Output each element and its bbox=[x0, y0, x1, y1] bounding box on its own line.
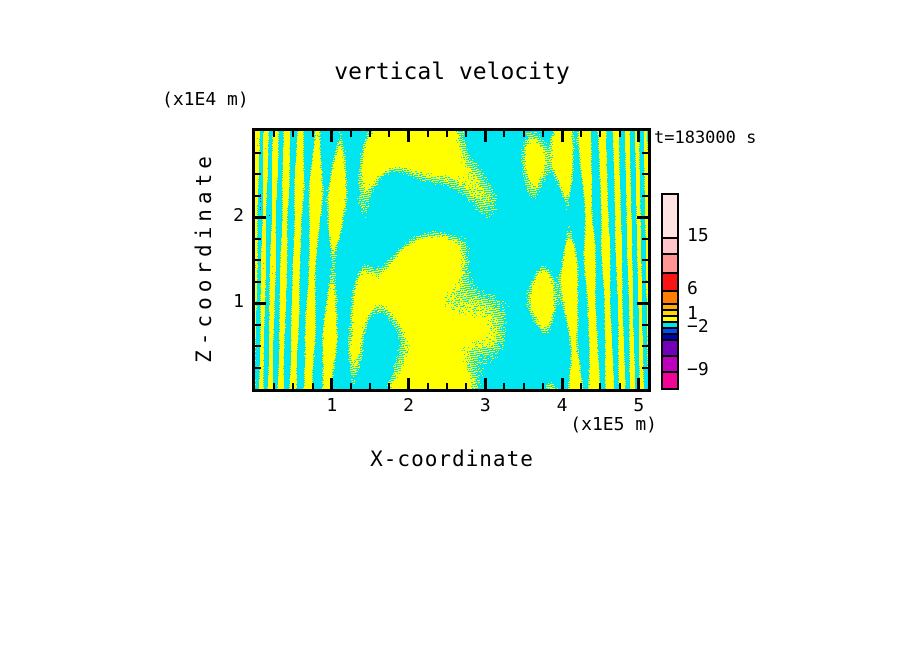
z-axis-unit-label: (x1E4 m) bbox=[162, 89, 249, 110]
x-minor-tick bbox=[292, 383, 295, 389]
z-minor-tick bbox=[642, 280, 648, 283]
x-minor-tick bbox=[273, 131, 276, 137]
z-minor-tick bbox=[642, 194, 648, 197]
colorbar-segment bbox=[663, 195, 677, 237]
colorbar-level-label: 1 bbox=[687, 303, 698, 324]
x-minor-tick bbox=[541, 383, 544, 389]
colorbar-segment bbox=[663, 309, 677, 315]
x-minor-tick bbox=[273, 383, 276, 389]
z-minor-tick bbox=[255, 280, 261, 283]
x-major-tick bbox=[407, 131, 411, 142]
x-minor-tick bbox=[599, 383, 602, 389]
z-axis-label: Z-coordinate bbox=[192, 151, 216, 363]
colorbar-segment bbox=[663, 371, 677, 388]
x-minor-tick bbox=[445, 131, 448, 137]
x-minor-tick bbox=[311, 383, 314, 389]
velocity-field-canvas bbox=[255, 131, 648, 389]
colorbar-segment bbox=[663, 355, 677, 371]
z-major-tick bbox=[255, 301, 266, 305]
x-minor-tick bbox=[580, 131, 583, 137]
z-minor-tick bbox=[255, 173, 261, 175]
x-minor-tick bbox=[522, 383, 525, 389]
colorbar-segment bbox=[663, 321, 677, 327]
x-tick-label: 4 bbox=[556, 395, 568, 416]
x-minor-tick bbox=[388, 383, 391, 389]
z-minor-tick bbox=[642, 173, 648, 175]
z-minor-tick bbox=[255, 366, 261, 369]
x-minor-tick bbox=[503, 131, 506, 137]
colorbar-segment bbox=[663, 303, 677, 309]
x-minor-tick bbox=[349, 131, 352, 137]
x-minor-tick bbox=[426, 383, 429, 389]
x-major-tick bbox=[330, 131, 334, 142]
x-minor-tick bbox=[503, 383, 506, 389]
x-major-tick bbox=[407, 378, 411, 389]
x-minor-tick bbox=[541, 131, 544, 137]
x-minor-tick bbox=[369, 383, 372, 389]
z-minor-tick bbox=[255, 323, 261, 326]
x-tick-label: 1 bbox=[326, 395, 338, 416]
x-minor-tick bbox=[599, 131, 602, 137]
colorbar-segment bbox=[663, 272, 677, 290]
z-major-tick bbox=[255, 215, 266, 219]
z-minor-tick bbox=[642, 345, 648, 347]
z-tick-label: 1 bbox=[233, 291, 244, 312]
x-major-tick bbox=[483, 378, 487, 389]
plot-area bbox=[252, 128, 651, 392]
x-minor-tick bbox=[580, 383, 583, 389]
z-major-tick bbox=[637, 301, 648, 305]
z-major-tick bbox=[637, 215, 648, 219]
x-minor-tick bbox=[349, 383, 352, 389]
x-minor-tick bbox=[522, 131, 525, 137]
colorbar bbox=[661, 193, 679, 390]
x-minor-tick bbox=[465, 131, 468, 137]
x-major-tick bbox=[560, 378, 564, 389]
z-minor-tick bbox=[642, 259, 648, 261]
colorbar-segment bbox=[663, 333, 677, 339]
colorbar-segment bbox=[663, 253, 677, 272]
z-minor-tick bbox=[642, 366, 648, 369]
x-major-tick bbox=[330, 378, 334, 389]
z-tick-label: 2 bbox=[233, 205, 244, 226]
x-minor-tick bbox=[311, 131, 314, 137]
x-minor-tick bbox=[465, 383, 468, 389]
x-major-tick bbox=[560, 131, 564, 142]
colorbar-level-label: 6 bbox=[687, 278, 698, 299]
x-tick-label: 3 bbox=[479, 395, 491, 416]
colorbar-level-label: 15 bbox=[687, 225, 709, 246]
z-minor-tick bbox=[255, 151, 261, 154]
time-annotation: t=183000 s bbox=[654, 128, 757, 148]
x-minor-tick bbox=[388, 131, 391, 137]
z-minor-tick bbox=[642, 237, 648, 240]
z-minor-tick bbox=[255, 345, 261, 347]
x-minor-tick bbox=[618, 383, 621, 389]
colorbar-level-label: −2 bbox=[687, 316, 709, 337]
colorbar-segment bbox=[663, 315, 677, 321]
z-minor-tick bbox=[642, 323, 648, 326]
x-minor-tick bbox=[292, 131, 295, 137]
x-minor-tick bbox=[618, 131, 621, 137]
x-major-tick bbox=[637, 131, 641, 142]
x-minor-tick bbox=[426, 131, 429, 137]
x-minor-tick bbox=[445, 383, 448, 389]
z-minor-tick bbox=[255, 237, 261, 240]
z-minor-tick bbox=[642, 151, 648, 154]
colorbar-segment bbox=[663, 339, 677, 355]
x-axis-label: X-coordinate bbox=[370, 447, 534, 471]
colorbar-segment bbox=[663, 237, 677, 253]
chart-title: vertical velocity bbox=[334, 59, 570, 85]
x-tick-label: 5 bbox=[633, 395, 645, 416]
x-axis-unit-label: (x1E5 m) bbox=[570, 414, 657, 435]
x-major-tick bbox=[637, 378, 641, 389]
colorbar-segment bbox=[663, 290, 677, 303]
colorbar-level-label: −9 bbox=[687, 359, 709, 380]
x-tick-label: 2 bbox=[403, 395, 414, 416]
x-minor-tick bbox=[369, 131, 372, 137]
z-minor-tick bbox=[255, 259, 261, 261]
z-minor-tick bbox=[255, 194, 261, 197]
colorbar-segment bbox=[663, 327, 677, 333]
x-major-tick bbox=[483, 131, 487, 142]
